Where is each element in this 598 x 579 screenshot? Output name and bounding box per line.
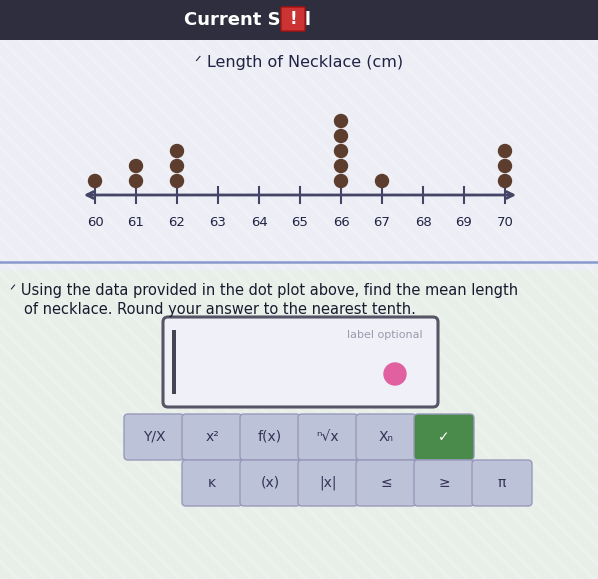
Text: 70: 70 xyxy=(496,216,514,229)
Circle shape xyxy=(499,174,511,188)
Text: 64: 64 xyxy=(251,216,267,229)
FancyBboxPatch shape xyxy=(182,460,242,506)
FancyBboxPatch shape xyxy=(163,317,438,407)
Text: 61: 61 xyxy=(127,216,145,229)
Text: Current Skill: Current Skill xyxy=(185,11,312,29)
Text: 69: 69 xyxy=(456,216,472,229)
FancyBboxPatch shape xyxy=(124,414,184,460)
Text: |x|: |x| xyxy=(319,476,337,490)
FancyBboxPatch shape xyxy=(414,414,474,460)
Text: π: π xyxy=(498,476,506,490)
Text: Xₙ: Xₙ xyxy=(379,430,393,444)
FancyBboxPatch shape xyxy=(356,460,416,506)
Circle shape xyxy=(170,174,184,188)
FancyBboxPatch shape xyxy=(0,0,598,40)
Text: 66: 66 xyxy=(332,216,349,229)
Text: (x): (x) xyxy=(261,476,279,490)
Circle shape xyxy=(334,174,347,188)
Text: 62: 62 xyxy=(169,216,185,229)
FancyBboxPatch shape xyxy=(172,330,176,394)
FancyBboxPatch shape xyxy=(298,460,358,506)
Text: 65: 65 xyxy=(292,216,309,229)
Text: ✓: ✓ xyxy=(438,430,450,444)
Circle shape xyxy=(130,174,142,188)
Text: ᴋ: ᴋ xyxy=(208,476,216,490)
FancyBboxPatch shape xyxy=(298,414,358,460)
Circle shape xyxy=(89,174,102,188)
Text: ≥: ≥ xyxy=(438,476,450,490)
Circle shape xyxy=(170,145,184,157)
Text: f(x): f(x) xyxy=(258,430,282,444)
Circle shape xyxy=(130,159,142,173)
Text: 63: 63 xyxy=(209,216,227,229)
FancyBboxPatch shape xyxy=(182,414,242,460)
Circle shape xyxy=(334,145,347,157)
Text: ᐟ Length of Necklace (cm): ᐟ Length of Necklace (cm) xyxy=(195,54,403,69)
FancyBboxPatch shape xyxy=(0,270,598,579)
Circle shape xyxy=(384,363,406,385)
Text: Y/X: Y/X xyxy=(143,430,165,444)
FancyBboxPatch shape xyxy=(414,460,474,506)
Text: !: ! xyxy=(289,10,297,28)
Circle shape xyxy=(499,145,511,157)
Circle shape xyxy=(334,130,347,142)
Text: x²: x² xyxy=(205,430,219,444)
Text: 60: 60 xyxy=(87,216,103,229)
Text: 68: 68 xyxy=(414,216,431,229)
Text: 67: 67 xyxy=(374,216,390,229)
Circle shape xyxy=(334,115,347,127)
Text: label optional: label optional xyxy=(347,330,423,340)
Circle shape xyxy=(376,174,389,188)
FancyBboxPatch shape xyxy=(240,414,300,460)
FancyBboxPatch shape xyxy=(240,460,300,506)
FancyBboxPatch shape xyxy=(281,7,305,31)
Text: ᐟ Using the data provided in the dot plot above, find the mean length: ᐟ Using the data provided in the dot plo… xyxy=(10,283,518,298)
Circle shape xyxy=(499,159,511,173)
Circle shape xyxy=(334,159,347,173)
FancyBboxPatch shape xyxy=(472,460,532,506)
Text: ≤: ≤ xyxy=(380,476,392,490)
FancyBboxPatch shape xyxy=(0,0,598,270)
Circle shape xyxy=(170,159,184,173)
Text: ⁿ√x: ⁿ√x xyxy=(317,430,339,444)
FancyBboxPatch shape xyxy=(356,414,416,460)
Text: of necklace. Round your answer to the nearest tenth.: of necklace. Round your answer to the ne… xyxy=(24,302,416,317)
